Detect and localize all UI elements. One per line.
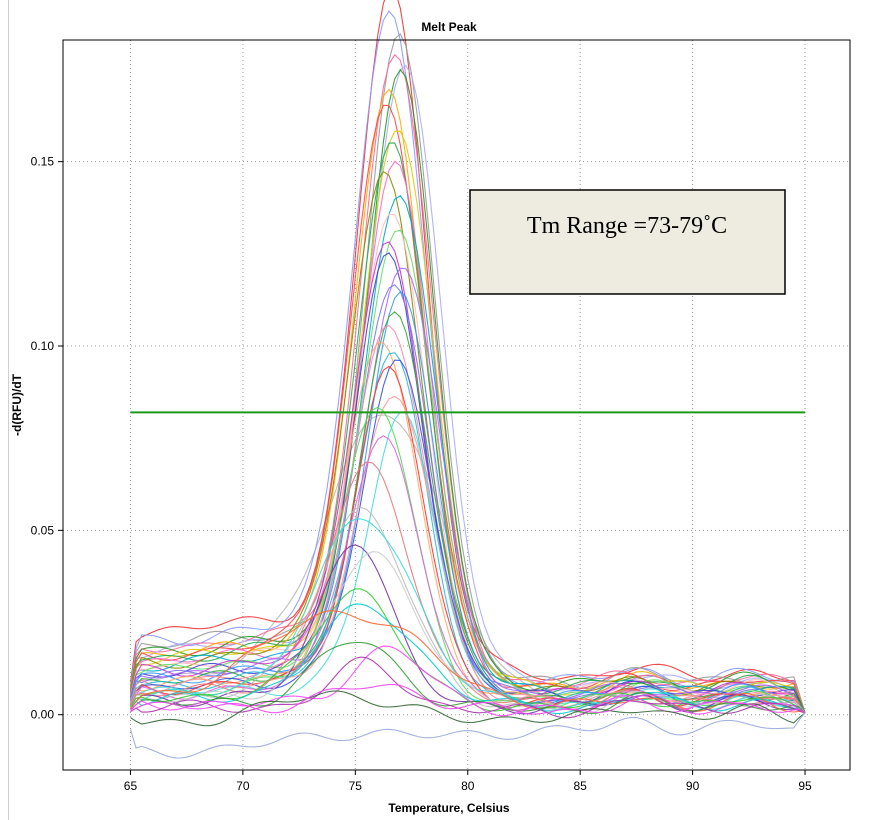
grid	[63, 40, 850, 770]
y-tick-label-3: 0.15	[31, 155, 55, 169]
plot-border	[62, 39, 851, 771]
melt-curve-37	[130, 603, 806, 715]
y-tick-label-2: 0.10	[31, 339, 55, 353]
melt-curve-43	[130, 684, 806, 715]
tm-range-annotation: Tm Range =73-79˚C	[469, 189, 786, 295]
melt-curve-5	[129, 64, 806, 714]
annotation-box	[469, 189, 786, 295]
x-tick-label-0: 65	[124, 779, 138, 793]
y-axis-label: -d(RFU)/dT	[10, 373, 24, 436]
x-tick-label-6: 95	[798, 779, 812, 793]
melt-curve-4	[129, 53, 806, 714]
melt-curve-34	[130, 544, 806, 715]
y-tick-label-1: 0.05	[31, 523, 55, 537]
melt-curve-41	[130, 656, 806, 719]
x-tick-label-5: 90	[686, 779, 700, 793]
x-tick-label-4: 85	[573, 779, 587, 793]
axis-ticks: 65 70 75 80 85 90 95 0.00 0.05 0.10 0.15	[31, 155, 812, 793]
melt-curve-40	[130, 645, 806, 717]
melt-curve-3	[129, 32, 806, 714]
x-tick-label-1: 70	[236, 779, 250, 793]
annotation-text: Tm Range =73-79˚C	[527, 213, 727, 239]
melt-curve-35	[130, 551, 806, 715]
melt-curve-30	[130, 435, 806, 714]
x-axis-label: Temperature, Celsius	[388, 801, 509, 815]
melt-curves	[129, 0, 806, 759]
x-tick-label-2: 75	[349, 779, 363, 793]
left-border	[8, 0, 9, 820]
chart-title: Melt Peak	[421, 20, 477, 34]
x-tick-label-3: 80	[461, 779, 475, 793]
melt-curve-42	[130, 690, 806, 727]
melt-curve-31	[130, 461, 806, 714]
y-tick-label-0: 0.00	[31, 708, 55, 722]
melt-curve-39	[130, 641, 806, 715]
melt-curve-44	[129, 712, 806, 759]
